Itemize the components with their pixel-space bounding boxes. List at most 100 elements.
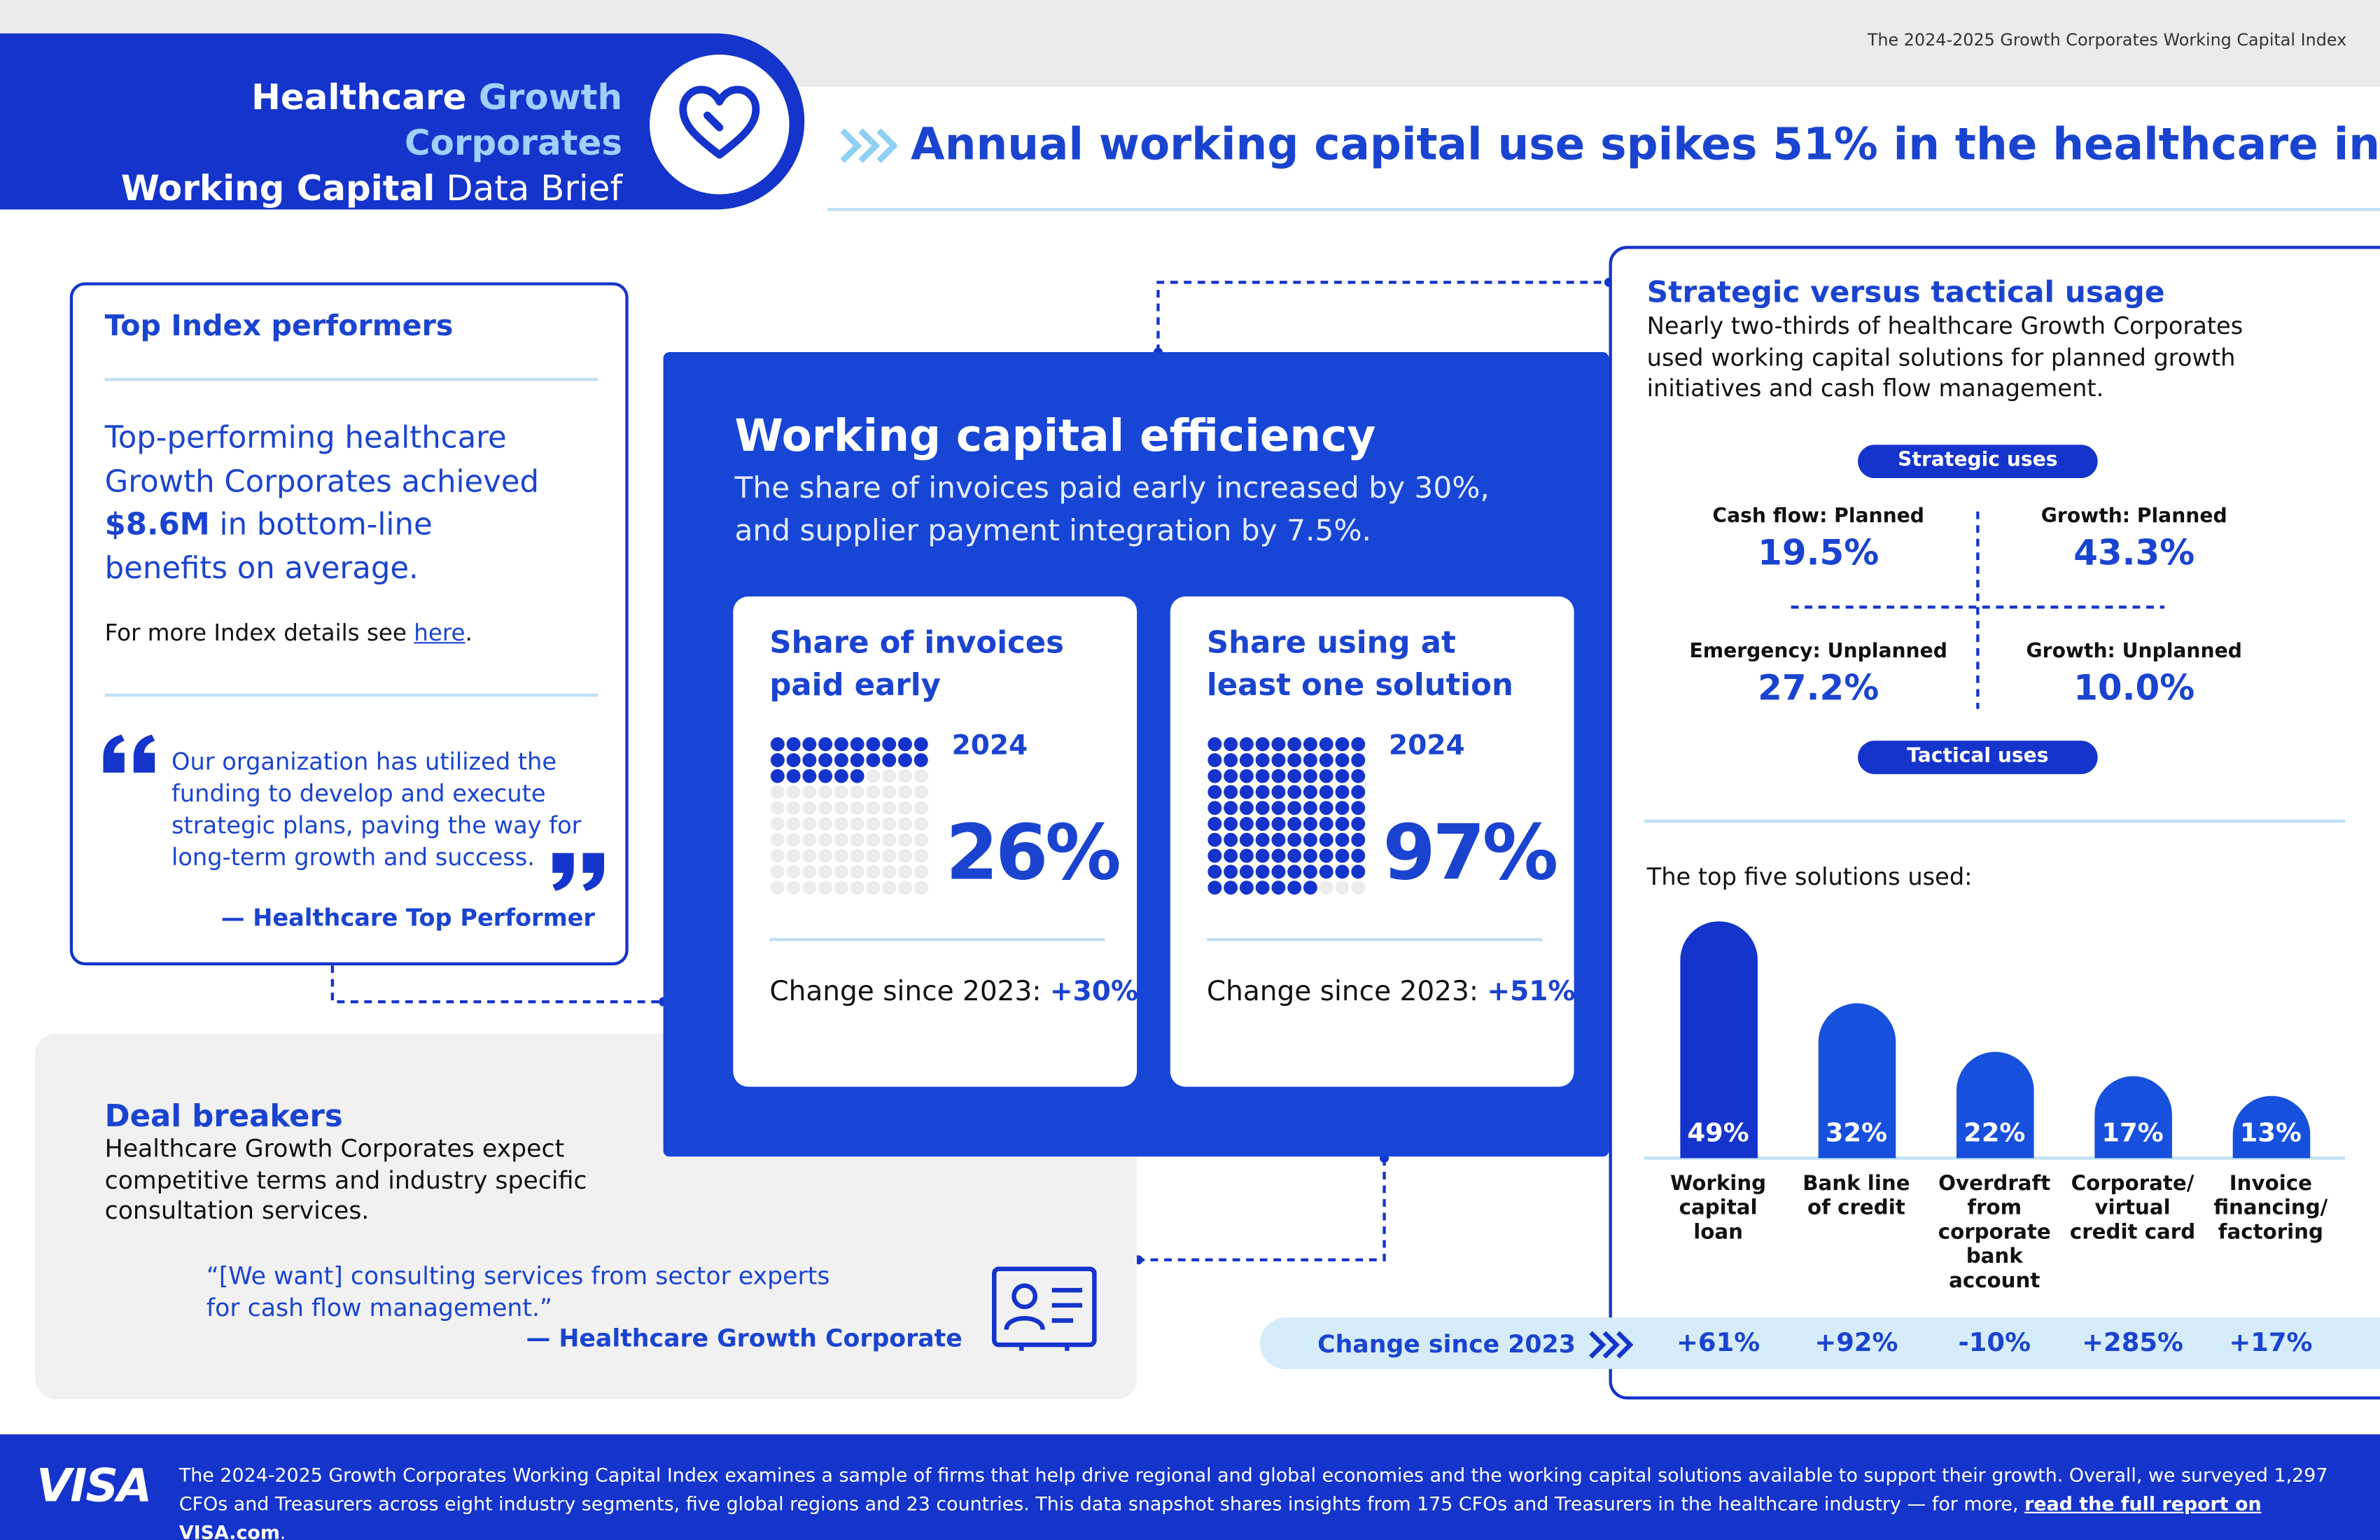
quadrant-value: 10.0% [2073,669,2195,709]
bar-label: 13% [2239,1119,2302,1149]
waffle-dot [1335,737,1350,752]
waffle-dot [786,864,801,879]
waffle-dot [1208,801,1222,816]
waffle-dot [1255,737,1270,752]
waffle-dot [882,737,897,752]
chevrons-icon [1589,1331,1634,1359]
waffle-dot [818,752,833,767]
waffle-dot [1303,864,1317,879]
heart-icon [650,55,790,195]
waffle-dot [1335,801,1350,816]
waffle-dot [1271,864,1286,879]
waffle-dot [913,737,928,752]
change-line: Change since 2023: +30% [769,976,1138,1008]
waffle-dot [786,881,801,895]
highlight: $8.6M [104,505,210,542]
waffle-dot [1255,801,1270,816]
waffle-dot [882,864,897,879]
change-title: Change since 2023 [1317,1329,1576,1359]
waffle-dot [1255,832,1270,847]
baseline [1644,1156,2346,1160]
waffle-dot [850,881,864,895]
card-title: Share using at least one solution [1206,624,1513,703]
waffle-dot [1271,832,1286,847]
text: Top-performing healthcare Growth Corpora… [104,419,540,499]
waffle-dot [1208,832,1222,847]
waffle-dot [1287,848,1302,863]
waffle-dot [850,817,864,831]
waffle-dot [1239,864,1254,879]
change-value: +92% [1814,1328,1898,1359]
waffle-dot [898,817,912,831]
waffle-dot [1287,737,1302,752]
waffle-dot [1319,737,1334,752]
waffle-fill [1208,737,1366,895]
waffle-dot [1319,832,1334,847]
waffle-dot [1271,785,1286,799]
waffle-dot [834,848,848,863]
waffle-dot [802,848,817,863]
waffle-dot [802,881,817,895]
quadrant-label: Growth: Planned [2040,505,2227,528]
waffle-dot [1351,737,1366,752]
stat-card: Share using at least one solution 2024 97%… [1170,596,1576,1087]
waffle-dot [913,864,928,879]
waffle-dot [866,881,881,895]
divider [827,208,2380,211]
header-title: Healthcare Growth Corporates Working Cap… [30,76,622,212]
waffle-dot [818,737,833,752]
card-year: 2024 [951,729,1028,762]
waffle-dot [770,752,785,767]
attribution: — Healthcare Growth Corporate [526,1323,962,1353]
divider [104,377,598,382]
category-label: Corporate/ virtual credit card [2069,1171,2196,1245]
section-title: Top Index performers [104,309,454,344]
id-card-icon [992,1266,1097,1351]
waffle-dot [1224,737,1238,752]
waffle-dot [1224,817,1238,831]
footer-link[interactable]: read the full report on VISA.com [178,1492,2262,1540]
waffle-dot [1208,817,1222,831]
waffle-dot [1303,848,1317,863]
waffle-dot [1303,752,1317,767]
change-band [1259,1317,2380,1369]
waffle-dot [1239,801,1254,816]
waffle-dot [818,769,833,783]
waffle-dot [770,848,785,863]
waffle-dot [770,769,785,783]
category-label: Invoice financing/ factoring [2213,1171,2328,1245]
waffle-dot [818,881,833,895]
waffle-dot [1351,848,1366,863]
details-link[interactable]: here [414,619,465,647]
waffle-dot [786,801,801,816]
waffle-dot [1287,752,1302,767]
waffle-dot [1351,881,1366,895]
waffle-dot [866,832,881,847]
waffle-dot [770,881,785,895]
title-part: Working Capital [120,169,435,210]
waffle-dot [1351,769,1366,783]
waffle-dot [786,752,801,767]
waffle-dot [1303,769,1317,783]
waffle-dot [882,752,897,767]
waffle-dot [1335,817,1350,831]
waffle-dot [834,881,848,895]
waffle-dot [1255,817,1270,831]
bar-label: 22% [1963,1119,2026,1149]
waffle-dot [1351,752,1366,767]
waffle-dot [1335,832,1350,847]
divider [1206,938,1543,941]
waffle-dot [866,817,881,831]
text: . [279,1520,286,1540]
quote: “[We want] consulting services from sect… [206,1261,830,1322]
visa-logo: VISA [36,1460,152,1513]
top-performers-box [69,282,629,966]
waffle-dot [1255,848,1270,863]
waffle-dot [882,848,897,863]
waffle-dot [1271,881,1286,895]
waffle-dot [1335,864,1350,879]
waffle-dot [913,817,928,831]
waffle-dot [866,769,881,783]
category-label: Overdraft from corporate bank account [1938,1171,2051,1294]
